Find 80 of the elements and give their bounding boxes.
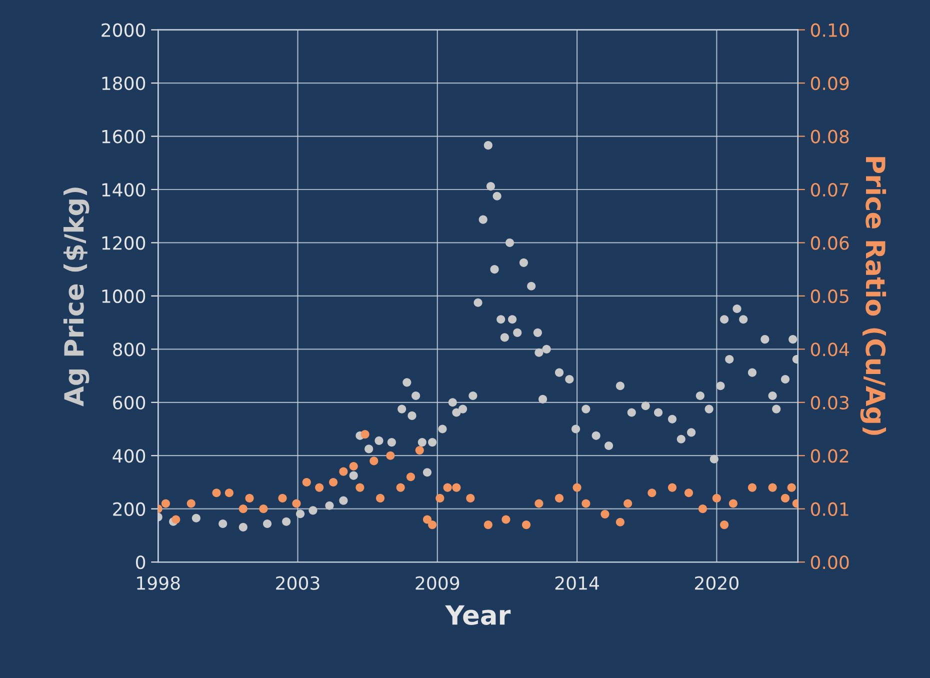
- point: [712, 494, 721, 502]
- point: [624, 499, 632, 508]
- point: [502, 515, 510, 524]
- point: [720, 520, 729, 530]
- point: [780, 494, 790, 502]
- point: [349, 462, 358, 471]
- point: [698, 504, 708, 514]
- point: [648, 488, 656, 498]
- point: [582, 499, 590, 508]
- y2-tick-label: 0.03: [810, 396, 848, 410]
- y2-tick-label: 0.08: [810, 130, 849, 144]
- y2-tick-label: 0.00: [810, 556, 849, 570]
- point: [386, 451, 395, 460]
- y2-tick-label: 0.04: [810, 342, 849, 356]
- y2-tick-label: 0.02: [810, 449, 848, 463]
- y2-tick-label: 0.07: [810, 182, 848, 197]
- point: [172, 515, 180, 524]
- point: [422, 515, 432, 524]
- point: [360, 430, 370, 439]
- point: [554, 494, 564, 502]
- x-axis-title: Year: [445, 605, 511, 625]
- y-axis-title: Ag Price ($/kg): [63, 188, 90, 406]
- point: [684, 488, 694, 498]
- point: [302, 478, 311, 487]
- point: [415, 446, 424, 455]
- point: [370, 456, 378, 466]
- y-tick-label: 1800: [102, 76, 146, 90]
- y-tick-label: 200: [113, 502, 146, 516]
- x-tick-label: 2014: [555, 576, 600, 590]
- point: [224, 488, 234, 498]
- y2-axis-title: Price Ratio (Cu/Ag): [860, 157, 886, 435]
- point: [748, 483, 757, 492]
- point: [376, 494, 385, 502]
- y-tick-label: 600: [113, 396, 146, 410]
- point: [452, 483, 461, 492]
- point: [728, 499, 738, 508]
- point: [396, 483, 405, 492]
- point: [572, 483, 582, 492]
- x-tick-label: 2020: [695, 576, 738, 590]
- y2-tick-label: 0.06: [810, 236, 849, 250]
- y-tick-label: 0: [136, 556, 146, 570]
- point: [466, 494, 475, 502]
- point: [668, 483, 677, 492]
- y2-tick-label: 0.05: [810, 289, 848, 304]
- point: [443, 483, 452, 492]
- point: [787, 483, 796, 492]
- point: [600, 510, 610, 518]
- point: [436, 494, 444, 502]
- point: [292, 499, 301, 508]
- point: [315, 483, 324, 492]
- y2-tick-label: 0.01: [810, 502, 848, 516]
- y-tick-label: 1600: [102, 130, 146, 144]
- point: [329, 478, 338, 487]
- point: [768, 483, 777, 492]
- point: [616, 518, 624, 526]
- point: [484, 520, 492, 530]
- y-tick-label: 800: [113, 342, 146, 356]
- point: [259, 504, 268, 514]
- y2-tick-label: 0.09: [810, 76, 849, 90]
- point: [356, 483, 364, 492]
- point: [186, 499, 196, 508]
- y-tick-label: 2000: [102, 23, 146, 37]
- x-tick-label: 2003: [276, 576, 320, 590]
- point: [406, 472, 416, 482]
- point: [245, 494, 254, 502]
- y-tick-label: 400: [112, 449, 146, 463]
- point: [522, 520, 531, 530]
- point: [534, 499, 544, 508]
- x-tick-label: 1998: [137, 576, 180, 590]
- x-tick-label: 2009: [416, 576, 460, 590]
- point: [339, 467, 348, 476]
- point: [161, 499, 170, 508]
- y2-tick-label: 0.10: [810, 23, 849, 37]
- y-tick-label: 1400: [102, 182, 146, 197]
- point: [278, 494, 287, 502]
- y-tick-label: 1200: [102, 236, 146, 250]
- y-tick-label: 1000: [102, 289, 146, 304]
- point: [428, 520, 437, 530]
- point: [212, 488, 221, 498]
- point: [238, 504, 248, 514]
